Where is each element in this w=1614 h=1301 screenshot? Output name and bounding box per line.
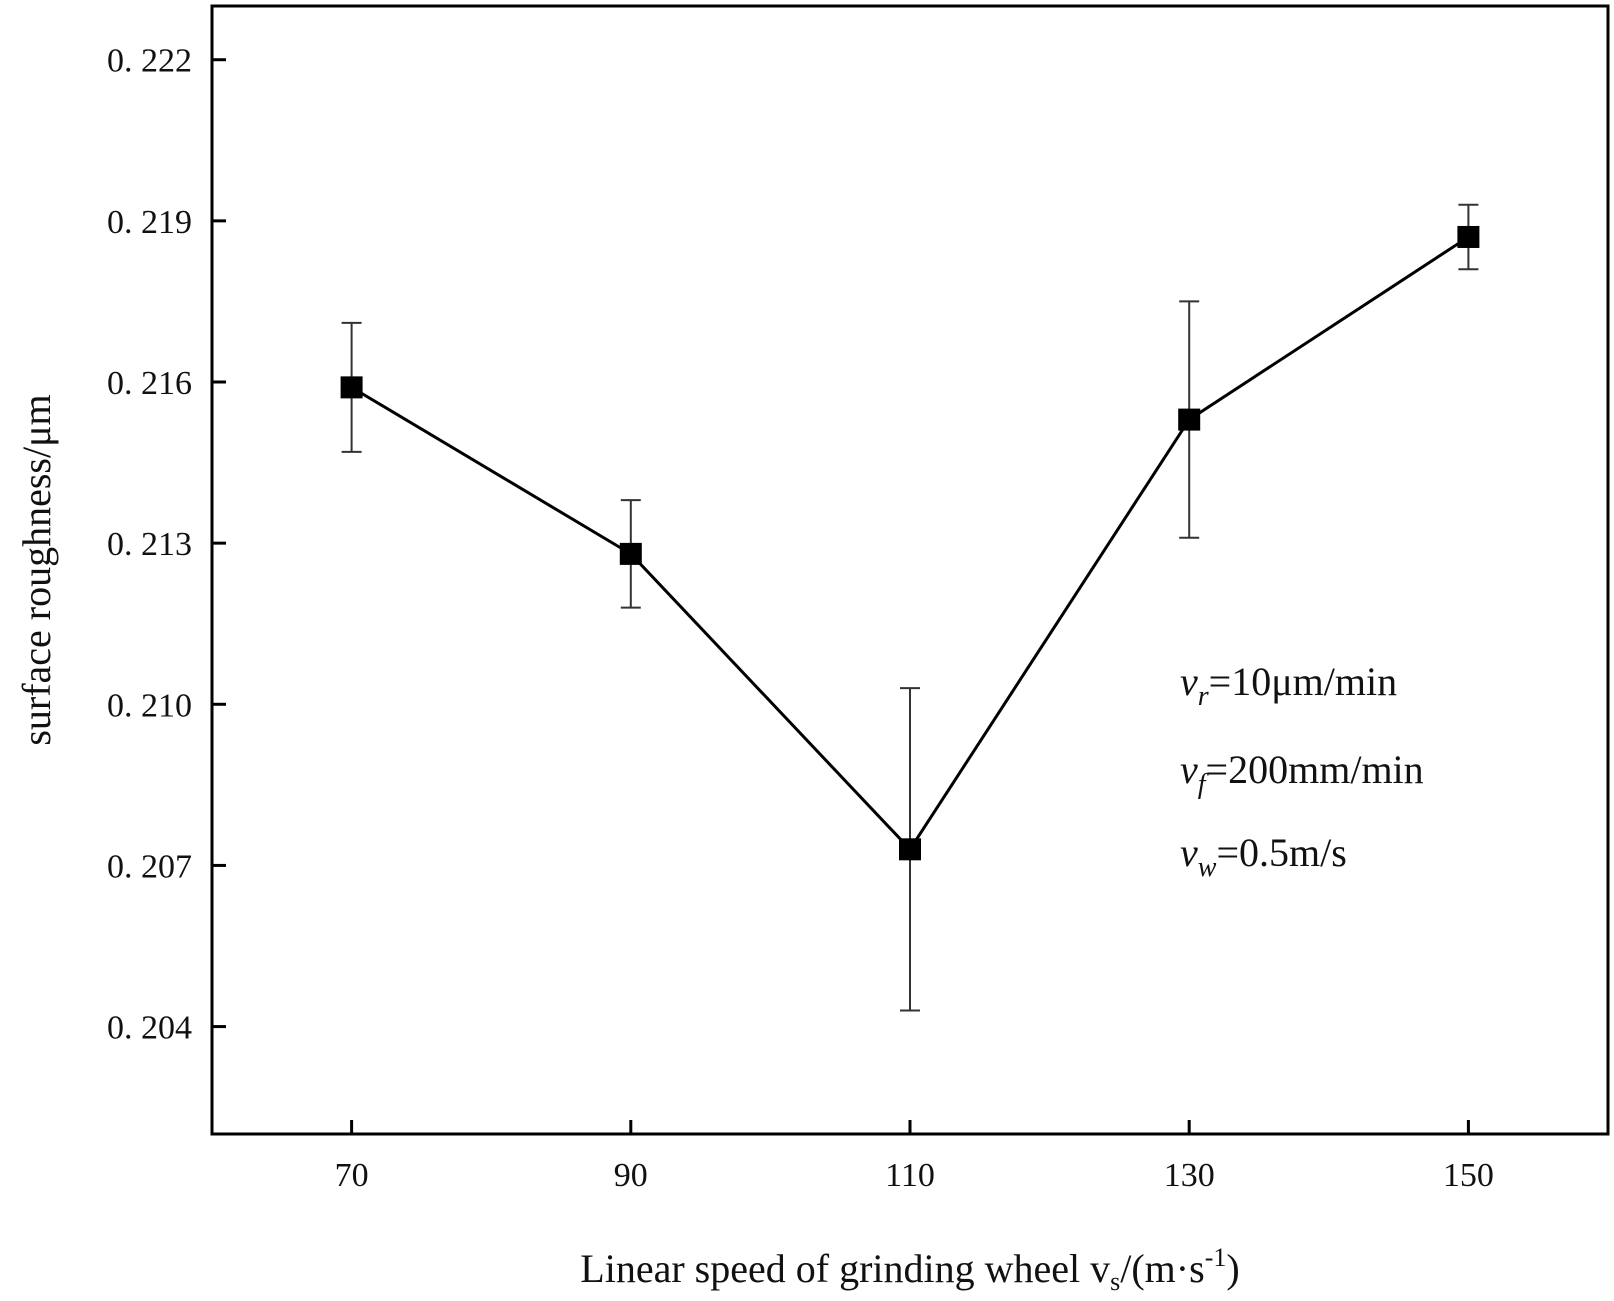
annotation-vr: vr=10μm/min xyxy=(1180,659,1397,712)
error-bars xyxy=(341,203,1479,1012)
data-point xyxy=(899,838,921,861)
y-tick-label: 0. 207 xyxy=(107,848,192,885)
y-tick-label: 0. 219 xyxy=(107,204,192,241)
y-tick-label: 0. 204 xyxy=(107,1010,192,1047)
x-axis: 70 90 110 130 150 xyxy=(335,1120,1494,1194)
x-axis-title-main: Linear speed of grinding wheel v xyxy=(580,1246,1110,1291)
annotation-vf: vf=200mm/min xyxy=(1180,747,1424,800)
x-axis-title-unit: /(m·s xyxy=(1120,1246,1204,1291)
x-axis-title-superscript: -1 xyxy=(1205,1243,1227,1272)
x-tick-label: 90 xyxy=(614,1157,648,1194)
parameter-annotations: vr=10μm/min vf=200mm/min vw=0.5m/s xyxy=(1180,659,1424,883)
x-axis-title-end: ) xyxy=(1226,1246,1239,1291)
x-tick-label: 110 xyxy=(885,1157,935,1194)
y-axis-title: surface roughness/μm xyxy=(14,394,59,745)
y-axis: 0. 204 0. 207 0. 210 0. 213 0. 216 0. 219 0. 2… xyxy=(107,43,226,1047)
x-tick-label: 130 xyxy=(1164,1157,1215,1194)
y-tick-label: 0. 222 xyxy=(107,43,192,80)
data-markers xyxy=(340,225,1480,861)
x-axis-title: Linear speed of grinding wheel vs/(m·s-1… xyxy=(580,1243,1239,1296)
data-point xyxy=(619,542,642,565)
x-tick-label: 150 xyxy=(1443,1157,1494,1194)
data-point xyxy=(1178,408,1201,431)
x-tick-label: 70 xyxy=(335,1157,369,1194)
data-point xyxy=(1457,225,1480,248)
y-tick-label: 0. 210 xyxy=(107,687,192,724)
data-point xyxy=(340,376,363,399)
annotation-vw: vw=0.5m/s xyxy=(1180,830,1347,883)
y-tick-label: 0. 213 xyxy=(107,526,192,563)
x-axis-title-subscript: s xyxy=(1110,1267,1120,1296)
y-tick-label: 0. 216 xyxy=(107,365,192,402)
